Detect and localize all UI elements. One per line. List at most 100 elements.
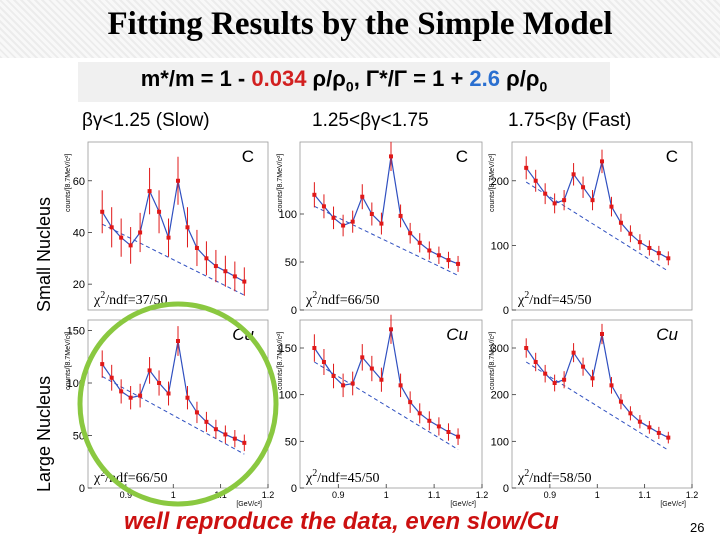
data-point	[128, 395, 133, 400]
data-point	[119, 235, 124, 240]
formula-part: m*/m = 1 -	[140, 66, 252, 91]
data-point	[204, 419, 209, 424]
data-point	[331, 374, 336, 378]
data-point	[312, 346, 317, 350]
formula-sub: 0	[539, 78, 548, 95]
title-band	[0, 0, 720, 58]
y-tick-label: 50	[285, 436, 297, 448]
data-point	[232, 436, 237, 441]
chi2-label: χ2/ndf=45/50	[305, 468, 380, 486]
x-axis-label: [GeV/c²]	[236, 501, 262, 508]
col-head-fast: 1.75<βγ (Fast)	[508, 110, 632, 131]
target-label: C	[456, 147, 468, 166]
data-point	[321, 360, 326, 364]
data-point	[427, 248, 432, 253]
data-point	[109, 225, 114, 230]
page-number: 26	[690, 520, 705, 535]
data-point	[552, 201, 557, 206]
data-point	[341, 223, 346, 228]
data-point	[581, 364, 586, 369]
formula-part: ρ/ρ	[306, 66, 346, 91]
y-tick-label: 0	[503, 483, 509, 495]
chi2-label: χ2/ndf=45/50	[517, 290, 592, 308]
data-point	[138, 230, 143, 235]
panel-frame	[299, 319, 483, 489]
data-point	[533, 178, 538, 183]
data-point	[213, 427, 218, 432]
data-point	[666, 435, 671, 440]
data-point	[427, 418, 432, 423]
y-tick-label: 60	[73, 176, 85, 188]
data-point	[176, 339, 180, 343]
x-tick-label: 1.2	[476, 490, 489, 500]
data-point	[389, 327, 393, 332]
formula: m*/m = 1 - 0.034 ρ/ρ0, Γ*/Γ = 1 + 2.6 ρ/…	[78, 66, 610, 94]
bottom-text: well reproduce the data, even slow/Cu	[124, 508, 559, 535]
data-point	[223, 269, 228, 274]
data-point	[321, 204, 326, 209]
fit-curve	[313, 329, 459, 438]
data-point	[350, 381, 355, 386]
data-point	[618, 399, 623, 404]
x-tick-label: 1.1	[428, 490, 441, 500]
y-tick-label: 150	[279, 343, 297, 355]
data-point	[147, 189, 152, 194]
data-point	[138, 393, 143, 398]
data-point	[360, 355, 365, 360]
data-point	[100, 209, 105, 214]
data-point	[417, 240, 422, 245]
data-point	[389, 154, 393, 159]
data-point	[436, 424, 441, 429]
data-point	[581, 185, 586, 190]
data-point	[647, 425, 652, 430]
x-tick-label: 0.9	[332, 490, 345, 500]
data-point	[609, 204, 614, 209]
panel-frame	[511, 319, 693, 489]
fit-curve	[525, 333, 669, 439]
data-point	[408, 231, 413, 236]
y-axis-label: counts/[8.7MeV/c²]	[489, 332, 496, 390]
background-curve	[101, 376, 245, 455]
data-point	[213, 264, 218, 269]
background-curve	[314, 361, 459, 450]
data-point	[398, 383, 403, 388]
data-point	[379, 221, 384, 226]
fit-curve	[525, 161, 669, 259]
y-axis-label: counts/[8.7MeV/c²]	[277, 332, 284, 390]
formula-part: ρ/ρ	[500, 66, 540, 91]
data-point	[109, 375, 114, 380]
data-point	[379, 377, 384, 382]
x-tick-label: 0.9	[120, 490, 133, 500]
data-point	[618, 220, 623, 225]
y-tick-label: 100	[491, 436, 509, 448]
x-tick-label: 1	[595, 490, 600, 500]
data-point	[666, 256, 671, 261]
data-point	[147, 368, 152, 373]
x-tick-label: 0.9	[544, 490, 557, 500]
data-point	[571, 172, 576, 177]
data-point	[350, 219, 355, 224]
y-axis-label: counts/[8.7MeV/c²]	[65, 154, 72, 212]
x-tick-label: 1.2	[262, 490, 275, 500]
col-head-mid: 1.25<βγ<1.75	[312, 110, 429, 131]
data-point	[369, 366, 374, 371]
y-tick-label: 100	[491, 240, 509, 252]
y-tick-label: 200	[491, 390, 509, 402]
data-point	[331, 215, 336, 220]
data-point	[128, 243, 133, 248]
formula-part: , Γ*/Γ = 1 +	[353, 66, 470, 91]
chi2-label: χ2/ndf=66/50	[305, 290, 380, 308]
y-axis-label: counts/[8.7MeV/c²]	[277, 154, 284, 212]
data-point	[185, 395, 190, 400]
y-tick-label: 200	[491, 176, 509, 188]
background-curve	[101, 223, 245, 296]
fit-curve	[101, 340, 245, 444]
data-point	[100, 362, 105, 367]
target-label: Cu	[446, 325, 468, 344]
data-point	[543, 191, 548, 196]
data-point	[341, 383, 346, 388]
